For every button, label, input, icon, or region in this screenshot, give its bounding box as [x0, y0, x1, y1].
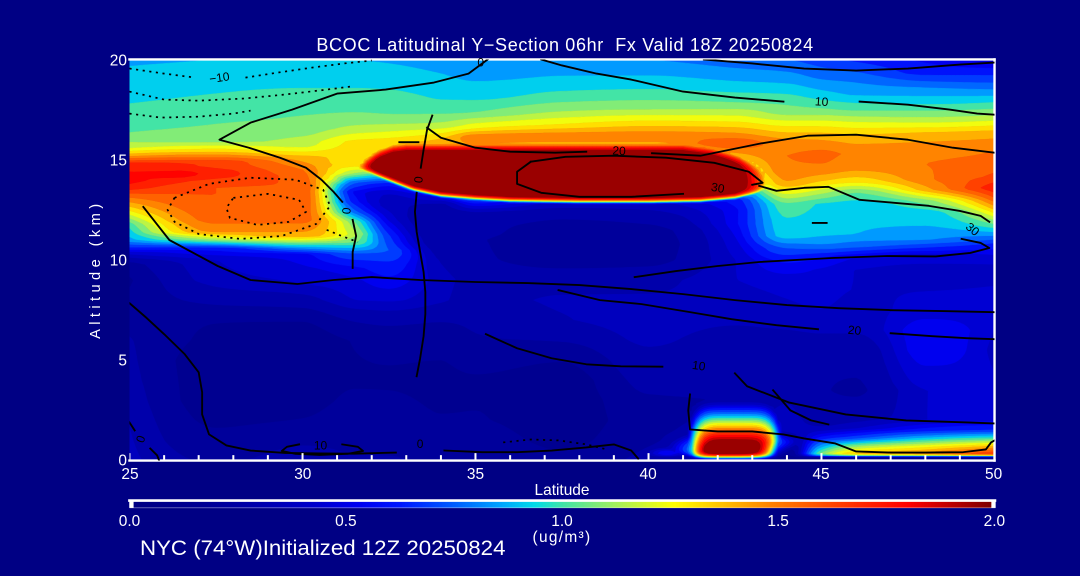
svg-text:10: 10 [814, 94, 829, 109]
svg-text:10: 10 [314, 439, 328, 453]
svg-text:1.0: 1.0 [551, 513, 572, 530]
svg-text:0.5: 0.5 [335, 513, 356, 530]
svg-text:0.0: 0.0 [119, 513, 140, 530]
svg-text:0: 0 [339, 207, 354, 215]
svg-text:25: 25 [121, 466, 138, 483]
svg-text:20: 20 [612, 144, 626, 159]
svg-text:20: 20 [110, 52, 127, 69]
svg-text:Altitude (km): Altitude (km) [88, 199, 104, 338]
svg-text:(ug/m³): (ug/m³) [533, 529, 592, 546]
svg-text:2.0: 2.0 [984, 513, 1005, 530]
svg-text:0: 0 [133, 433, 149, 444]
svg-text:20: 20 [847, 323, 862, 338]
svg-text:10: 10 [691, 358, 706, 374]
svg-text:5: 5 [118, 352, 127, 369]
svg-text:BCOC Latitudinal Y−Section 06h: BCOC Latitudinal Y−Section 06hr Fx Valid… [316, 35, 813, 55]
svg-text:30: 30 [294, 466, 311, 483]
svg-text:45: 45 [812, 466, 829, 483]
svg-text:−10: −10 [208, 69, 230, 86]
svg-text:10: 10 [110, 252, 127, 269]
svg-text:40: 40 [640, 466, 657, 483]
svg-text:0: 0 [477, 56, 484, 70]
svg-text:50: 50 [985, 466, 1002, 483]
svg-text:0: 0 [417, 437, 424, 451]
svg-text:30: 30 [710, 180, 726, 196]
svg-text:Latitude: Latitude [535, 482, 590, 499]
svg-text:0: 0 [118, 452, 127, 469]
svg-text:1.5: 1.5 [767, 513, 788, 530]
svg-text:15: 15 [110, 152, 127, 169]
svg-text:0: 0 [411, 175, 426, 183]
svg-text:35: 35 [467, 466, 484, 483]
svg-text:NYC (74°W)Initialized 12Z 2025: NYC (74°W)Initialized 12Z 20250824 [140, 536, 505, 560]
